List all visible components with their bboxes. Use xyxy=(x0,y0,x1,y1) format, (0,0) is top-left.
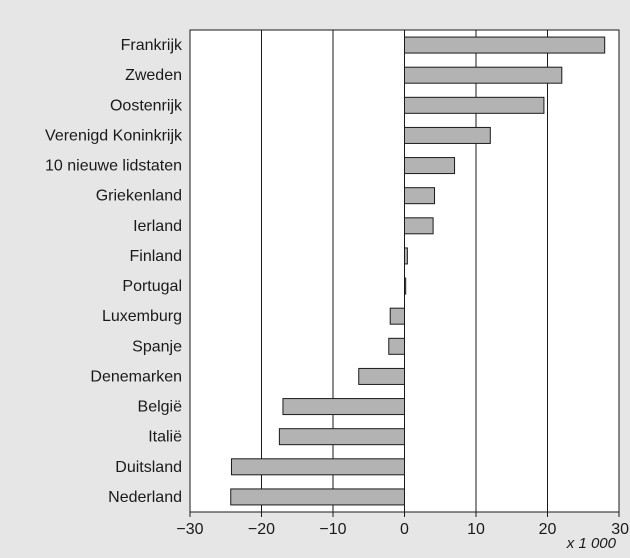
x-unit-label: x 1 000 xyxy=(566,535,617,552)
bar xyxy=(230,488,405,506)
category-label: Verenigd Koninkrijk xyxy=(45,127,183,144)
bar xyxy=(404,157,456,175)
category-label: Italië xyxy=(148,429,182,446)
category-label: Portugal xyxy=(122,278,182,295)
category-label: Finland xyxy=(130,248,182,265)
x-tick-label: 10 xyxy=(467,521,485,538)
bar xyxy=(404,217,434,235)
category-labels: Frankrijk Zweden Oostenrijk Verenigd Konink… xyxy=(45,37,183,506)
x-tick-label: −30 xyxy=(176,521,203,538)
category-label: Griekenland xyxy=(96,188,182,205)
category-label: Denemarken xyxy=(90,368,182,385)
category-label: Luxemburg xyxy=(102,308,182,325)
bars xyxy=(230,36,606,506)
category-label: Ierland xyxy=(133,218,182,235)
x-tick-label: 20 xyxy=(539,521,557,538)
bar xyxy=(230,458,405,476)
x-tick-label: 30 xyxy=(611,521,629,538)
bar xyxy=(282,398,406,416)
category-label: België xyxy=(138,399,183,416)
bar xyxy=(404,96,545,114)
category-label: Frankrijk xyxy=(121,37,183,54)
category-label: Oostenrijk xyxy=(110,97,183,114)
x-tick-labels: −30 −20 −10 0 10 20 30 xyxy=(176,512,629,538)
bar xyxy=(404,66,563,84)
category-label: 10 nieuwe lidstaten xyxy=(45,158,182,175)
category-label: Duitsland xyxy=(115,459,182,476)
category-label: Zweden xyxy=(125,67,182,84)
bar xyxy=(389,307,406,325)
bar xyxy=(358,367,405,385)
bar xyxy=(404,36,606,54)
category-label: Spanje xyxy=(132,338,182,355)
bar xyxy=(388,337,405,355)
x-tick-label: −20 xyxy=(248,521,275,538)
x-tick-label: 0 xyxy=(400,521,409,538)
bar xyxy=(278,428,405,446)
bar xyxy=(404,126,491,144)
category-label: Nederland xyxy=(108,489,182,506)
bar xyxy=(404,187,436,205)
x-tick-label: −10 xyxy=(319,521,346,538)
